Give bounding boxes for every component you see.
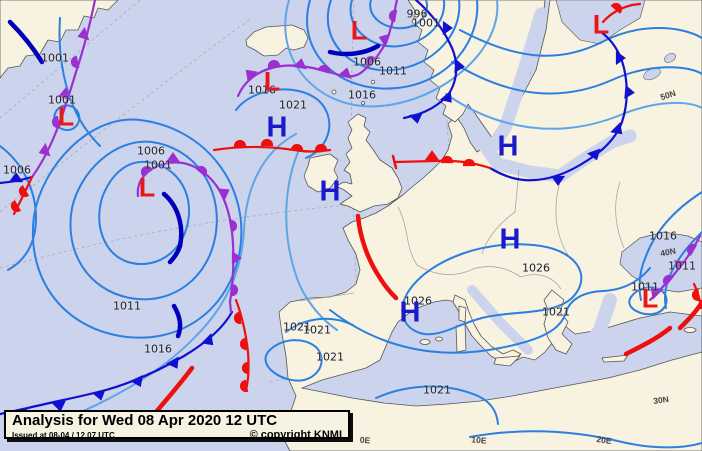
warm-front-south-iceland (212, 138, 332, 153)
trough-blue-greenland (7, 19, 45, 65)
mediterranean-sea (300, 299, 702, 407)
warm-front-triple-point (9, 175, 34, 216)
fronts (0, 0, 702, 419)
cyprus-land (683, 327, 697, 333)
ireland-land (303, 153, 339, 193)
occluded-front-turkey (647, 234, 702, 302)
sea-patches (300, 0, 702, 407)
trough-red-france (355, 213, 399, 301)
occluded-front-atlantic-low (136, 152, 242, 314)
aegean-sea (579, 293, 617, 357)
warm-front-bottom-right (691, 282, 702, 310)
balearic-island (419, 339, 431, 345)
kattegat-sea (465, 121, 505, 171)
cold-front-triple-point (0, 172, 34, 185)
corsica-land (458, 305, 467, 323)
great-britain-land (335, 113, 403, 213)
trough-blue-atlantic-south (171, 303, 183, 339)
mediterranean-islands (419, 289, 697, 367)
issued-timestamp: Issued at 08-04 / 12.07 UTC (12, 431, 115, 440)
analysis-title: Analysis for Wed 08 Apr 2020 12 UTC (12, 412, 278, 429)
trough-blue-norwegian (327, 43, 381, 57)
cold-front-atlantic (0, 310, 234, 419)
lake-onega (664, 53, 676, 63)
analysis-info-box: Analysis for Wed 08 Apr 2020 12 UTC Issu… (4, 410, 350, 441)
occluded-front-iceland (236, 0, 399, 98)
cold-front-norway (402, 0, 465, 124)
country-borders (299, 169, 625, 302)
sicily-land (493, 355, 521, 367)
warm-front-northeast (601, 0, 642, 24)
warm-front-iberia (233, 298, 250, 393)
trough-blue-atlantic (161, 191, 184, 265)
cold-front-scandinavia (488, 30, 635, 186)
crete-land (601, 354, 629, 363)
trough-red-crete (623, 325, 673, 357)
sardinia-land (455, 323, 467, 353)
copyright-knmi: © copyright KNMI (249, 429, 342, 441)
iceland-land (245, 24, 309, 57)
warm-front-germany (391, 150, 492, 170)
occluded-front-west (30, 0, 97, 179)
adriatic-sea (467, 285, 533, 355)
balearic-island-2 (435, 336, 443, 342)
